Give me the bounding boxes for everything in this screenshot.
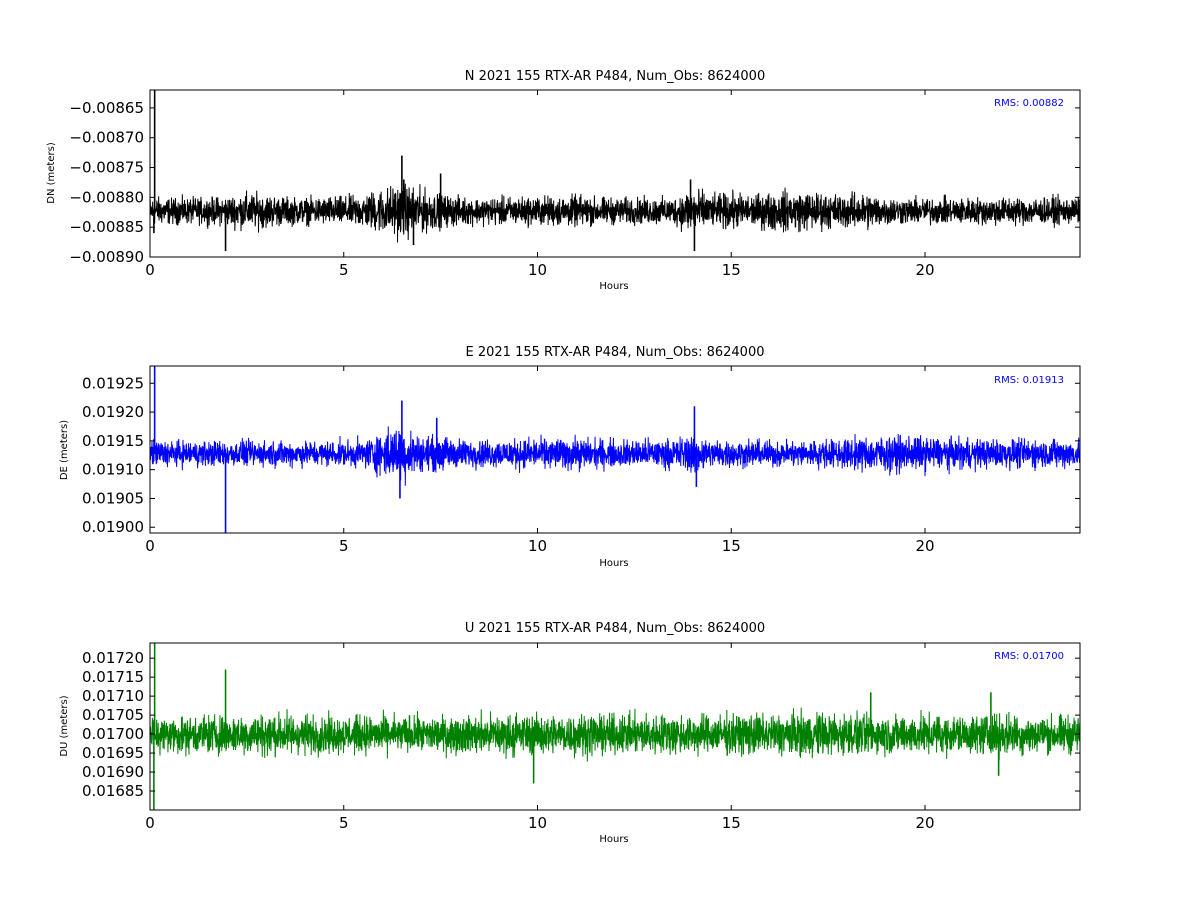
y-tick-label: −0.00870 xyxy=(69,129,144,147)
x-ticks: 0 5 10 15 20 xyxy=(145,643,935,832)
x-ticks: 0 5 10 15 20 xyxy=(145,366,935,555)
x-tick-label: 10 xyxy=(528,261,547,279)
x-tick-label: 5 xyxy=(339,261,349,279)
y-tick-label: 0.01915 xyxy=(82,432,144,450)
y-tick-label: 0.01720 xyxy=(82,649,144,667)
y-tick-label: −0.00890 xyxy=(69,248,144,266)
y-ticks: 0.01900 0.01905 0.01910 0.01915 0.01920 0.019… xyxy=(82,374,1080,536)
y-tick-label: 0.01685 xyxy=(82,782,144,800)
plot-area xyxy=(149,90,1081,252)
y-ticks: 0.016850.016900.016950.017000.017050.017… xyxy=(82,649,1080,800)
x-tick-label: 0 xyxy=(145,814,155,832)
x-axis-label: Hours xyxy=(599,281,628,292)
axes-frame xyxy=(149,89,1081,258)
chart-title: U 2021 155 RTX-AR P484, Num_Obs: 8624000 xyxy=(465,621,765,636)
x-tick-label: 5 xyxy=(339,814,349,832)
y-tick-label: 0.01700 xyxy=(82,725,144,743)
x-axis-label: Hours xyxy=(599,834,628,845)
y-tick-label: −0.00885 xyxy=(69,218,144,236)
y-axis-label: DE (meters) xyxy=(59,420,70,480)
x-tick-label: 0 xyxy=(145,537,155,555)
rms-annotation: RMS: 0.01913 xyxy=(994,375,1064,386)
y-axis-label: DU (meters) xyxy=(59,695,70,756)
series-trace xyxy=(149,426,1081,486)
panel-u: U 2021 155 RTX-AR P484, Num_Obs: 8624000… xyxy=(59,621,1081,845)
x-tick-label: 20 xyxy=(915,537,934,555)
x-tick-label: 15 xyxy=(722,814,741,832)
series-trace xyxy=(149,183,1081,243)
panel-e: E 2021 155 RTX-AR P484, Num_Obs: 8624000… xyxy=(59,345,1081,569)
axes-frame xyxy=(149,642,1081,811)
y-tick-label: 0.01925 xyxy=(82,374,144,392)
x-tick-label: 5 xyxy=(339,537,349,555)
x-axis-label: Hours xyxy=(599,558,628,569)
plot-area xyxy=(149,366,1081,533)
y-tick-label: 0.01705 xyxy=(82,706,144,724)
y-tick-label: −0.00880 xyxy=(69,188,144,206)
y-tick-label: 0.01900 xyxy=(82,518,144,536)
chart-title: N 2021 155 RTX-AR P484, Num_Obs: 8624000 xyxy=(465,69,765,84)
y-tick-label: 0.01710 xyxy=(82,687,144,705)
x-tick-label: 20 xyxy=(915,814,934,832)
y-tick-label: 0.01695 xyxy=(82,744,144,762)
y-ticks: −0.00890 −0.00885 −0.00880 −0.00875 −0.00870… xyxy=(69,99,1080,266)
y-tick-label: 0.01715 xyxy=(82,668,144,686)
x-ticks: 0 5 10 15 20 xyxy=(145,90,935,279)
y-tick-label: −0.00865 xyxy=(69,99,144,117)
chart-title: E 2021 155 RTX-AR P484, Num_Obs: 8624000 xyxy=(466,345,765,360)
y-tick-label: −0.00875 xyxy=(69,159,144,177)
rms-annotation: RMS: 0.00882 xyxy=(994,98,1064,109)
x-tick-label: 10 xyxy=(528,537,547,555)
x-tick-label: 15 xyxy=(722,537,741,555)
x-tick-label: 10 xyxy=(528,814,547,832)
y-tick-label: 0.01690 xyxy=(82,763,144,781)
x-tick-label: 15 xyxy=(722,261,741,279)
x-tick-label: 0 xyxy=(145,261,155,279)
y-tick-label: 0.01905 xyxy=(82,489,144,507)
axes-frame xyxy=(149,365,1081,534)
y-axis-label: DN (meters) xyxy=(46,142,57,204)
series-trace xyxy=(149,707,1081,762)
x-tick-label: 20 xyxy=(915,261,934,279)
panel-n: N 2021 155 RTX-AR P484, Num_Obs: 8624000… xyxy=(46,69,1081,292)
y-tick-label: 0.01910 xyxy=(82,461,144,479)
y-tick-label: 0.01920 xyxy=(82,403,144,421)
rms-annotation: RMS: 0.01700 xyxy=(994,651,1064,662)
